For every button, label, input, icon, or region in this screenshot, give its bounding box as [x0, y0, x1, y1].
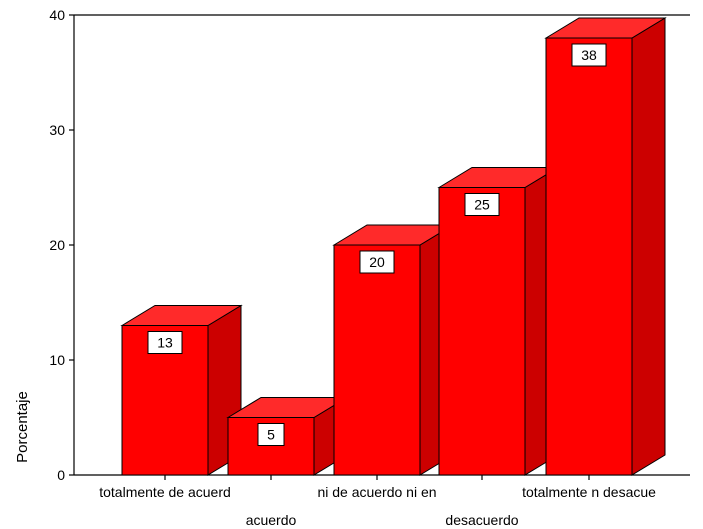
- bar-front: [545, 37, 633, 476]
- data-label-box: [571, 43, 607, 67]
- bar-side: [631, 17, 666, 476]
- data-label-box: [147, 331, 183, 354]
- bar: [544, 17, 667, 476]
- axes: 0 10 20 30 40 totalmente de acuerd acuerdo ni d…: [49, 7, 690, 528]
- data-label: 25: [474, 197, 490, 213]
- bar: [226, 396, 349, 476]
- x-tick-label: ni de acuerdo ni en: [317, 484, 436, 500]
- data-labels: 13 5 20 25 38: [147, 43, 607, 446]
- data-label: 5: [267, 427, 275, 443]
- data-label: 13: [157, 335, 173, 351]
- y-axis-title: Porcentaje: [14, 391, 31, 463]
- y-tick-label: 20: [49, 237, 65, 253]
- bars: [120, 17, 667, 476]
- y-tick-label: 0: [57, 467, 65, 483]
- y-tick-label: 40: [49, 7, 65, 23]
- x-tick-label: totalmente n desacue: [522, 484, 656, 500]
- x-tick-label: desacuerdo: [445, 512, 518, 528]
- data-label-box: [359, 250, 395, 274]
- bar: [120, 304, 243, 476]
- bar-front: [438, 187, 526, 476]
- y-tick-label: 10: [49, 352, 65, 368]
- data-label-box: [464, 193, 500, 216]
- data-label-box: [257, 423, 285, 446]
- x-tick-label: acuerdo: [246, 512, 297, 528]
- bar-front: [333, 244, 421, 476]
- x-tick-label: totalmente de acuerd: [99, 484, 231, 500]
- data-label: 20: [369, 254, 385, 270]
- bar-top: [544, 17, 667, 39]
- data-label: 38: [581, 47, 597, 63]
- y-tick-label: 30: [49, 122, 65, 138]
- bar-top: [120, 305, 243, 326]
